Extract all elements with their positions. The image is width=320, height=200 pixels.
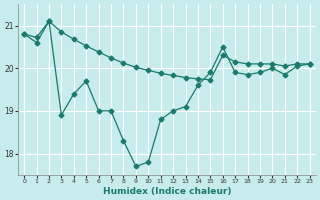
X-axis label: Humidex (Indice chaleur): Humidex (Indice chaleur): [103, 187, 231, 196]
